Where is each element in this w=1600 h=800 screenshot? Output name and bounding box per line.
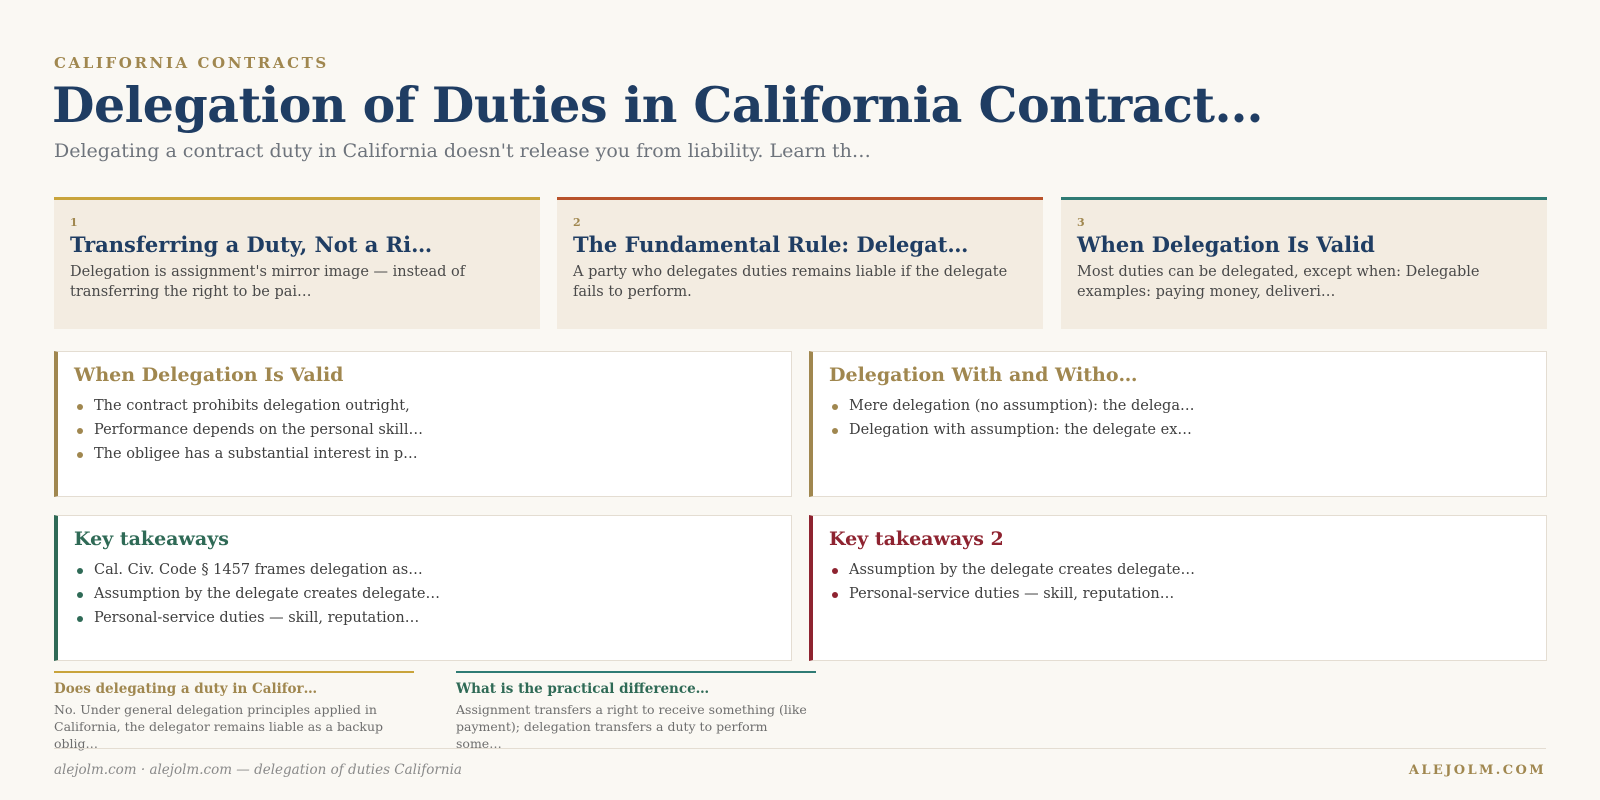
panel-when-valid: When Delegation Is Valid The contract pr… xyxy=(54,351,792,497)
panel-list: Mere delegation (no assumption): the del… xyxy=(829,394,1530,442)
footer-source: alejolm.com · alejolm.com — delegation o… xyxy=(54,762,462,778)
list-item: Performance depends on the personal skil… xyxy=(74,418,775,442)
list-item-text: Mere delegation (no assumption): the del… xyxy=(849,398,1195,414)
bullet-dot xyxy=(77,404,83,410)
panel-key-takeaways-2: Key takeaways 2 Assumption by the delega… xyxy=(809,515,1547,661)
faq-answer: Assignment transfers a right to receive … xyxy=(456,702,807,751)
list-item-text: Performance depends on the personal skil… xyxy=(94,422,423,438)
step-card-3: 3 When Delegation Is Valid Most duties c… xyxy=(1061,197,1547,329)
step-title: The Fundamental Rule: Delegat… xyxy=(573,232,969,257)
list-item: Assumption by the delegate creates deleg… xyxy=(74,582,775,606)
panel-with-without: Delegation With and Witho… Mere delegati… xyxy=(809,351,1547,497)
faq-item-1: Does delegating a duty in Califor… No. U… xyxy=(54,671,414,752)
list-item: Mere delegation (no assumption): the del… xyxy=(829,394,1530,418)
faq-item-2: What is the practical difference… Assign… xyxy=(456,671,816,752)
step-body: A party who delegates duties remains lia… xyxy=(573,264,1008,300)
page-title: Delegation of Duties in California Contr… xyxy=(52,76,1263,134)
faq-answer: No. Under general delegation principles … xyxy=(54,702,384,751)
bullet-dot xyxy=(832,404,838,410)
step-body: Most duties can be delegated, except whe… xyxy=(1077,264,1480,300)
panel-title: Delegation With and Witho… xyxy=(829,364,1138,386)
step-title: Transferring a Duty, Not a Ri… xyxy=(70,232,433,257)
panel-title: Key takeaways xyxy=(74,528,229,550)
bullet-dot xyxy=(832,428,838,434)
list-item: Cal. Civ. Code § 1457 frames delegation … xyxy=(74,558,775,582)
bullet-dot xyxy=(77,568,83,574)
faq-question: Does delegating a duty in Califor… xyxy=(54,681,318,697)
step-card-1: 1 Transferring a Duty, Not a Ri… Delegat… xyxy=(54,197,540,329)
faq-question: What is the practical difference… xyxy=(456,681,710,697)
list-item-text: Personal-service duties — skill, reputat… xyxy=(94,610,420,626)
panel-list: The contract prohibits delegation outrig… xyxy=(74,394,775,466)
step-card-2: 2 The Fundamental Rule: Delegat… A party… xyxy=(557,197,1043,329)
list-item-text: Personal-service duties — skill, reputat… xyxy=(849,586,1175,602)
list-item: The contract prohibits delegation outrig… xyxy=(74,394,775,418)
step-number: 2 xyxy=(573,216,581,229)
list-item-text: Assumption by the delegate creates deleg… xyxy=(849,562,1195,578)
step-number: 3 xyxy=(1077,216,1085,229)
step-title: When Delegation Is Valid xyxy=(1077,232,1375,257)
list-item: Personal-service duties — skill, reputat… xyxy=(74,606,775,630)
list-item: Personal-service duties — skill, reputat… xyxy=(829,582,1530,606)
panel-title: When Delegation Is Valid xyxy=(74,364,344,386)
list-item: Delegation with assumption: the delegate… xyxy=(829,418,1530,442)
bullet-dot xyxy=(77,616,83,622)
panel-list: Cal. Civ. Code § 1457 frames delegation … xyxy=(74,558,775,630)
bullet-dot xyxy=(77,592,83,598)
step-body: Delegation is assignment's mirror image … xyxy=(70,264,466,300)
panel-title: Key takeaways 2 xyxy=(829,528,1004,550)
list-item-text: Delegation with assumption: the delegate… xyxy=(849,422,1192,438)
bullet-dot xyxy=(832,568,838,574)
list-item-text: The obligee has a substantial interest i… xyxy=(94,446,418,462)
bullet-dot xyxy=(77,428,83,434)
list-item: Assumption by the delegate creates deleg… xyxy=(829,558,1530,582)
list-item-text: Assumption by the delegate creates deleg… xyxy=(94,586,440,602)
list-item-text: Cal. Civ. Code § 1457 frames delegation … xyxy=(94,562,423,578)
page-subtitle: Delegating a contract duty in California… xyxy=(54,140,871,162)
bullet-dot xyxy=(77,452,83,458)
footer-divider xyxy=(54,748,1546,749)
panel-key-takeaways: Key takeaways Cal. Civ. Code § 1457 fram… xyxy=(54,515,792,661)
step-number: 1 xyxy=(70,216,78,229)
panel-list: Assumption by the delegate creates deleg… xyxy=(829,558,1530,606)
bullet-dot xyxy=(832,592,838,598)
list-item: The obligee has a substantial interest i… xyxy=(74,442,775,466)
list-item-text: The contract prohibits delegation outrig… xyxy=(94,398,410,414)
kicker: CALIFORNIA CONTRACTS xyxy=(54,54,329,72)
footer-brand: ALEJOLM.COM xyxy=(1408,763,1546,778)
